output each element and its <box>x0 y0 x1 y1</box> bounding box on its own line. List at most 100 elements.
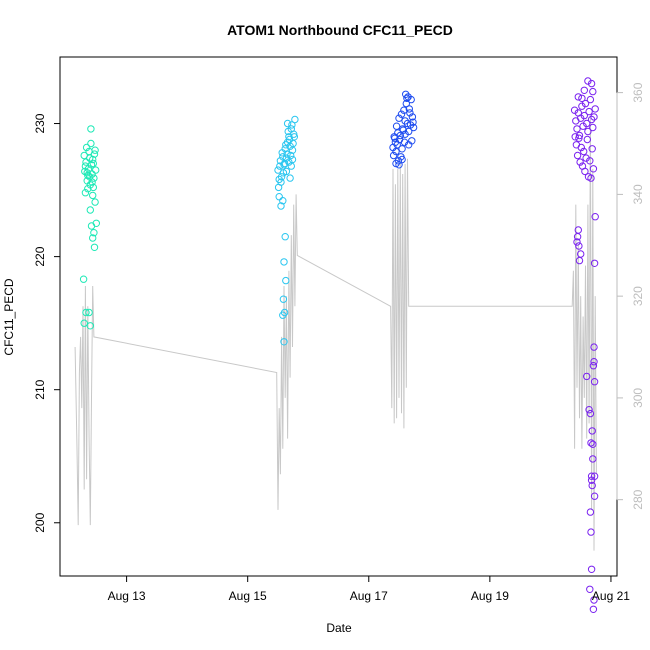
data-point <box>590 343 598 351</box>
data-point <box>406 109 414 117</box>
data-point <box>577 143 585 152</box>
data-point <box>398 155 406 164</box>
data-point <box>284 127 292 136</box>
data-point <box>90 150 99 158</box>
data-point <box>572 117 580 125</box>
data-point <box>282 167 291 176</box>
data-point <box>409 118 417 126</box>
data-point <box>580 86 588 95</box>
data-point <box>590 113 598 121</box>
data-point <box>84 165 93 173</box>
data-point <box>575 131 584 140</box>
data-point <box>577 250 585 258</box>
scatter-series-1 <box>274 115 299 346</box>
data-point <box>89 234 97 242</box>
y2-tick-label: 280 <box>631 489 645 509</box>
data-point <box>586 585 594 593</box>
data-point <box>589 165 598 173</box>
data-point <box>80 319 88 327</box>
data-point <box>281 233 289 241</box>
data-point <box>283 150 291 158</box>
data-point <box>82 143 91 152</box>
data-point <box>573 238 581 246</box>
data-point <box>590 378 599 386</box>
data-point <box>277 173 286 181</box>
data-point <box>588 481 596 490</box>
data-point <box>89 191 97 200</box>
data-point <box>92 219 101 228</box>
data-point <box>402 90 410 99</box>
data-point <box>589 87 597 96</box>
data-point <box>391 134 399 142</box>
gray-line <box>74 118 597 551</box>
data-point <box>392 122 401 130</box>
data-point <box>581 167 589 176</box>
data-point <box>575 134 583 142</box>
data-point <box>280 159 289 168</box>
data-point <box>589 440 597 448</box>
x-tick-label: Aug 21 <box>592 589 630 603</box>
data-point <box>400 106 408 114</box>
data-point <box>86 154 94 162</box>
y-axis: 200 210 220 230 <box>33 113 61 533</box>
data-point <box>399 126 407 134</box>
y-tick-label: 230 <box>33 113 47 133</box>
data-point <box>401 117 409 125</box>
data-point <box>584 77 592 85</box>
data-point <box>279 311 287 319</box>
data-point <box>89 159 98 168</box>
scatter-points <box>79 77 599 613</box>
data-point <box>589 362 598 370</box>
data-point <box>278 149 286 157</box>
data-point <box>277 202 285 210</box>
data-point <box>82 308 90 317</box>
data-point <box>87 222 96 230</box>
x-tick-label: Aug 17 <box>350 589 388 603</box>
data-point <box>574 226 582 234</box>
y2-tick-label: 360 <box>631 82 645 102</box>
data-point <box>583 135 591 144</box>
data-point <box>82 158 90 166</box>
data-point <box>83 169 91 177</box>
data-point <box>573 151 582 160</box>
data-point <box>587 472 596 480</box>
data-point <box>395 114 403 122</box>
data-point <box>283 119 292 128</box>
data-point <box>572 141 581 149</box>
data-point <box>575 242 583 250</box>
data-point <box>397 110 406 118</box>
y-tick-label: 220 <box>33 246 47 266</box>
data-point <box>576 158 584 166</box>
x-axis: Aug 13 Aug 15 Aug 17 Aug 19 Aug 21 <box>108 575 630 603</box>
data-point <box>89 183 98 192</box>
data-point <box>573 125 581 133</box>
y2-tick-label: 320 <box>631 286 645 306</box>
data-point <box>288 121 296 129</box>
data-point <box>90 243 99 252</box>
scatter-series-3 <box>570 77 599 613</box>
data-point <box>588 145 596 153</box>
chart-title: ATOM1 Northbound CFC11_PECD <box>227 22 453 38</box>
data-point <box>405 105 413 113</box>
x-tick-label: Aug 19 <box>471 589 509 603</box>
data-point <box>287 151 295 160</box>
data-point <box>586 409 595 418</box>
data-point <box>92 166 100 174</box>
scatter-series-2 <box>389 90 418 169</box>
data-point <box>280 338 288 346</box>
data-point <box>590 596 598 604</box>
x-axis-label: Date <box>326 621 352 635</box>
data-point <box>404 93 412 101</box>
data-point <box>282 276 290 285</box>
data-point <box>586 508 595 516</box>
data-point <box>587 79 596 88</box>
data-point <box>589 605 598 613</box>
data-point <box>580 111 588 120</box>
y2-tick-label: 300 <box>631 388 645 408</box>
data-point <box>87 125 95 133</box>
gray-line-series <box>74 118 597 551</box>
data-point <box>91 198 99 206</box>
data-point <box>574 93 582 101</box>
data-point <box>585 406 593 414</box>
